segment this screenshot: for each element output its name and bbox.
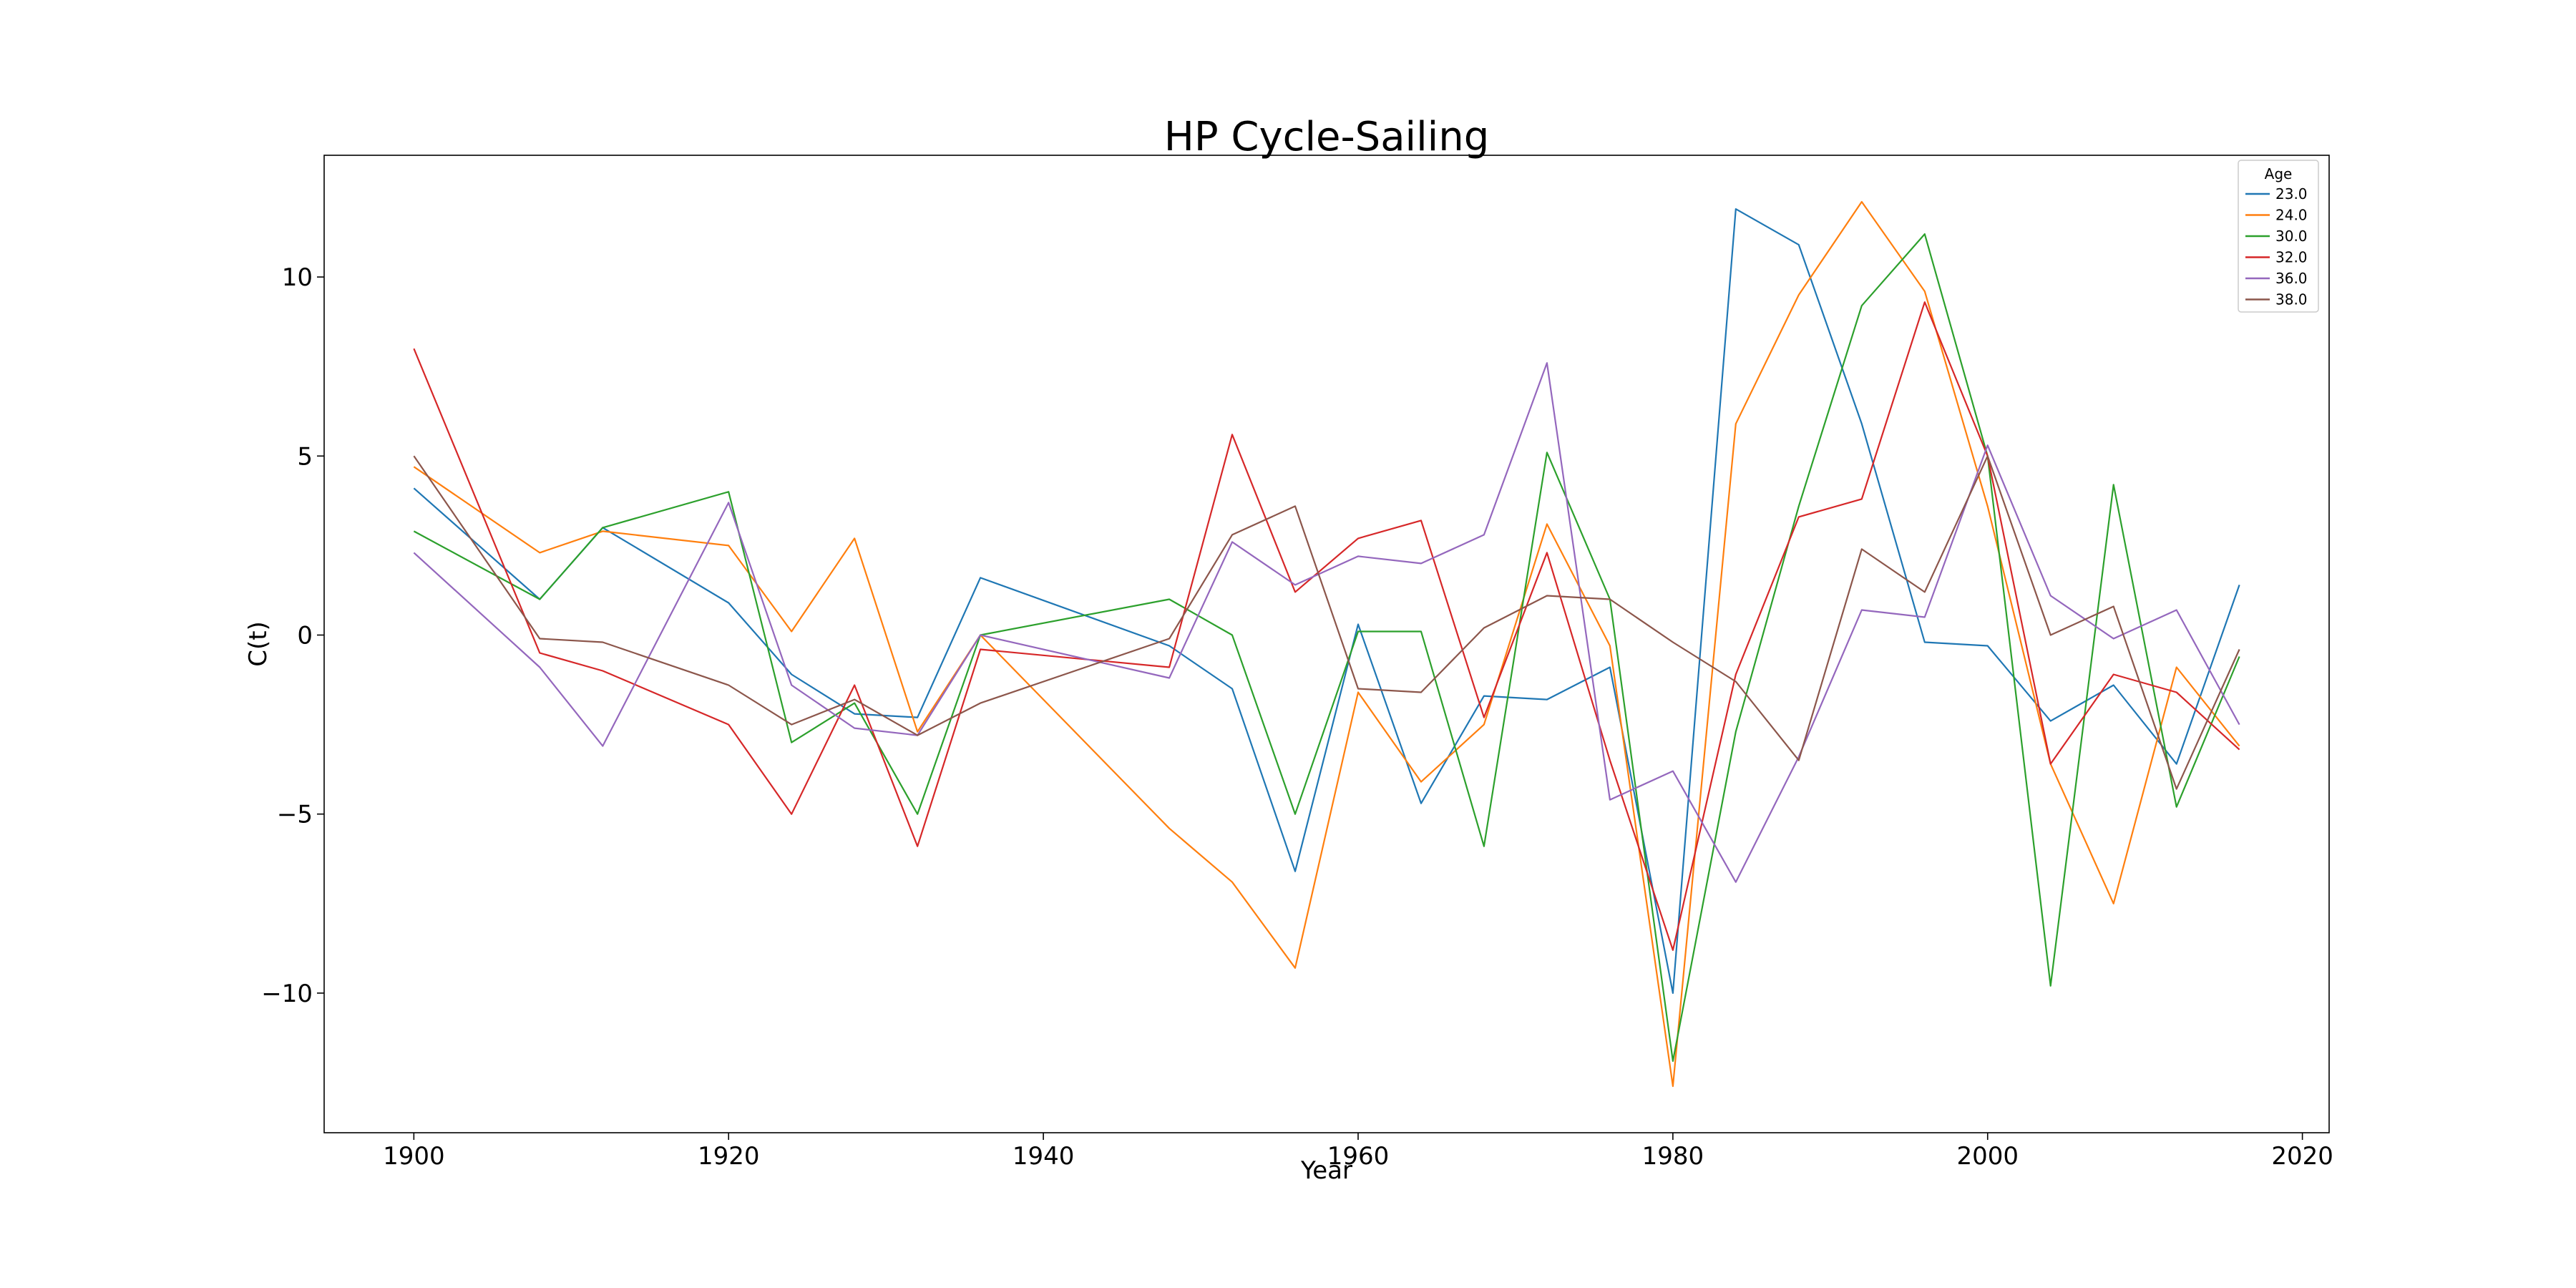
legend-label: 38.0	[2275, 291, 2308, 308]
series-line-38-0	[413, 455, 2240, 790]
y-axis-label: C(t)	[244, 621, 273, 667]
y-tick-label: −10	[261, 980, 313, 1008]
chart-title: HP Cycle-Sailing	[1164, 114, 1490, 160]
y-tick-label: 5	[297, 442, 313, 471]
series-line-30-0	[413, 233, 2240, 1063]
x-tick-label: 2020	[2271, 1142, 2333, 1171]
legend-box	[2238, 160, 2319, 313]
series-line-24-0	[413, 200, 2240, 1088]
legend-title: Age	[2265, 165, 2293, 182]
legend-label: 36.0	[2275, 270, 2308, 287]
legend-label: 23.0	[2275, 185, 2308, 203]
legend-label: 30.0	[2275, 228, 2308, 245]
plot-frame	[323, 155, 2330, 1133]
x-axis-label: Year	[1300, 1156, 1352, 1185]
x-tick-label: 2000	[1956, 1142, 2019, 1171]
series-line-23-0	[413, 208, 2240, 995]
legend-label: 32.0	[2275, 249, 2308, 266]
x-axis: 1900 1920 1940 1960 1980 2000 2020	[383, 1133, 2333, 1171]
x-tick-label: 1960	[1327, 1142, 1390, 1171]
legend-items: 23.0 24.0 30.0 32.0 36.0 38.0	[2245, 185, 2308, 308]
x-tick-label: 1900	[383, 1142, 445, 1171]
legend: Age 23.0 24.0 30.0 32.0 36.0 38.0	[2238, 160, 2319, 313]
y-tick-label: −5	[277, 801, 313, 829]
legend-label: 24.0	[2275, 207, 2308, 224]
x-tick-label: 1920	[698, 1142, 760, 1171]
y-tick-label: 0	[297, 621, 313, 650]
series-layer	[413, 200, 2240, 1088]
x-tick-label: 1940	[1013, 1142, 1075, 1171]
series-line-32-0	[413, 301, 2240, 951]
y-axis: −10 −5 0 5 10	[261, 263, 324, 1008]
y-tick-label: 10	[282, 263, 313, 292]
series-line-36-0	[413, 362, 2240, 883]
x-tick-label: 1980	[1642, 1142, 1704, 1171]
